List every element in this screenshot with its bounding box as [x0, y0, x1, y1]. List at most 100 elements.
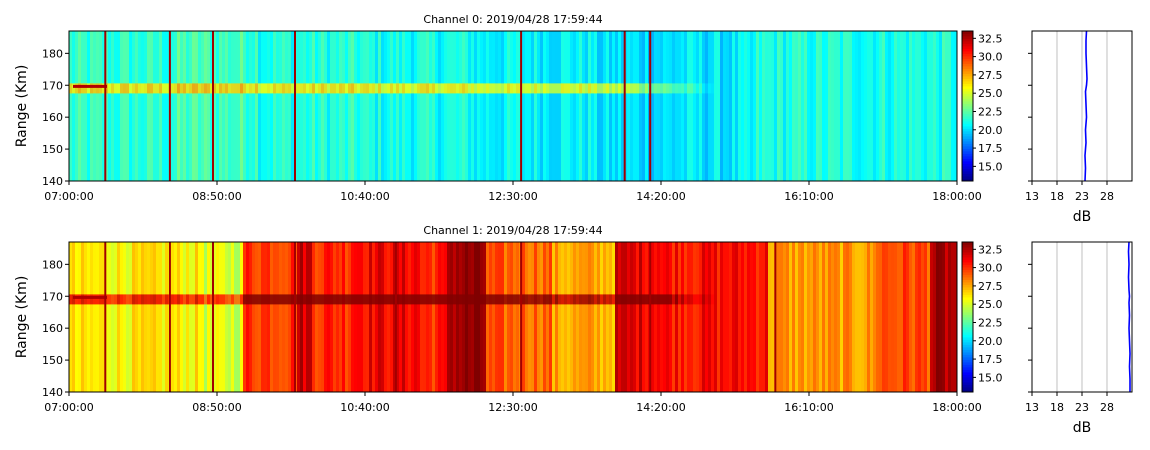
- heatmap-column: [570, 31, 574, 181]
- echo-layer-cell: [78, 83, 82, 94]
- heatmap-column: [888, 242, 892, 392]
- colorbar-step: [962, 277, 973, 280]
- heatmap-column: [543, 242, 547, 392]
- heatmap-column: [261, 242, 265, 392]
- colorbar-step: [962, 163, 973, 167]
- echo-layer-cell: [222, 83, 226, 94]
- heatmap-column: [72, 242, 76, 392]
- echo-layer-cell: [213, 294, 217, 305]
- colorbar-step: [962, 41, 973, 44]
- echo-layer-cell: [291, 83, 295, 94]
- heatmap-column: [417, 242, 421, 392]
- heatmap-column: [201, 31, 205, 181]
- heatmap-column: [918, 31, 922, 181]
- colorbar-tick-label: 27.5: [978, 69, 1003, 82]
- heatmap-column: [345, 31, 349, 181]
- heatmap-column: [795, 31, 799, 181]
- heatmap-column: [78, 31, 82, 181]
- heatmap-column: [381, 242, 385, 392]
- echo-layer-cell: [525, 83, 529, 94]
- heatmap-column: [222, 242, 226, 392]
- colorbar-step: [962, 131, 973, 134]
- echo-layer-cell: [189, 294, 193, 305]
- heatmap-column: [894, 31, 898, 181]
- heatmap-column: [909, 242, 913, 392]
- heatmap-column: [738, 31, 742, 181]
- colorbar-tick-label: 17.5: [978, 353, 1003, 366]
- echo-layer-cell: [627, 83, 631, 94]
- echo-layer-cell: [606, 83, 610, 94]
- echo-layer-cell: [318, 294, 322, 305]
- heatmap-column: [210, 242, 214, 392]
- heatmap-column: [129, 31, 133, 181]
- heatmap-column: [309, 242, 313, 392]
- colorbar-step: [962, 344, 973, 348]
- colorbar-step: [962, 86, 973, 89]
- heatmap-column: [111, 31, 115, 181]
- heatmap-column: [93, 31, 97, 181]
- colorbar-step: [962, 48, 973, 52]
- heatmap-column: [801, 31, 805, 181]
- heatmap-column: [600, 242, 604, 392]
- heatmap-column: [819, 242, 823, 392]
- heatmap-column: [420, 31, 424, 181]
- echo-layer-cell: [177, 294, 181, 305]
- heatmap-column: [141, 242, 145, 392]
- echo-layer-cell: [660, 294, 664, 305]
- heatmap-column: [804, 31, 808, 181]
- echo-layer-cell: [225, 294, 229, 305]
- echo-layer-cell: [450, 294, 454, 305]
- heatmap-column: [924, 242, 928, 392]
- echo-layer-cell: [342, 294, 346, 305]
- heatmap-column: [690, 242, 694, 392]
- heatmap-column: [699, 242, 703, 392]
- colorbar-step: [962, 158, 973, 162]
- colorbar-tick-label: 30.0: [978, 262, 1003, 275]
- heatmap-column: [558, 31, 562, 181]
- heatmap-column: [708, 242, 712, 392]
- echo-layer-cell: [213, 83, 217, 94]
- heatmap-column: [501, 31, 505, 181]
- heatmap-column: [339, 31, 343, 181]
- heatmap: [69, 242, 958, 392]
- heatmap-column: [777, 31, 781, 181]
- heatmap-column: [264, 31, 268, 181]
- heatmap-column: [735, 31, 739, 181]
- heatmap-column: [366, 31, 370, 181]
- heatmap-column: [207, 242, 211, 392]
- echo-layer-cell: [654, 294, 658, 305]
- echo-layer-cell: [441, 83, 445, 94]
- colorbar: 15.0 17.5 20.0 22.5 25.0 27.5 30.0 32.5: [961, 241, 1003, 393]
- heatmap-column: [315, 31, 319, 181]
- y-tick-label: 180: [42, 258, 63, 271]
- echo-layer-cell: [90, 83, 94, 94]
- echo-layer-cell: [561, 294, 565, 305]
- heatmap-column: [384, 242, 388, 392]
- colorbar-step: [962, 387, 973, 390]
- heatmap-column: [951, 31, 955, 181]
- echo-layer-cell: [693, 83, 697, 94]
- heatmap-column: [474, 242, 478, 392]
- echo-layer-cell: [534, 83, 538, 94]
- heatmap-column: [579, 31, 583, 181]
- echo-layer-cell: [81, 294, 85, 305]
- echo-layer-cell: [255, 83, 259, 94]
- heatmap-column: [567, 31, 571, 181]
- echo-layer-cell: [390, 83, 394, 94]
- heatmap-column: [660, 31, 664, 181]
- heatmap-column: [570, 242, 574, 392]
- heatmap-column: [108, 242, 112, 392]
- colorbar-step: [962, 264, 973, 268]
- echo-layer-cell: [567, 294, 571, 305]
- heatmap-column: [84, 242, 88, 392]
- echo-layer-cell: [576, 294, 580, 305]
- spike-line: [168, 31, 171, 181]
- heatmap-column: [714, 242, 718, 392]
- heatmap-column: [468, 31, 472, 181]
- echo-layer-cell: [333, 83, 337, 94]
- echo-layer-cell: [240, 83, 244, 94]
- heatmap-column: [195, 31, 199, 181]
- echo-layer-cell: [126, 83, 130, 94]
- heatmap-column: [891, 242, 895, 392]
- echo-layer-cell: [672, 83, 676, 94]
